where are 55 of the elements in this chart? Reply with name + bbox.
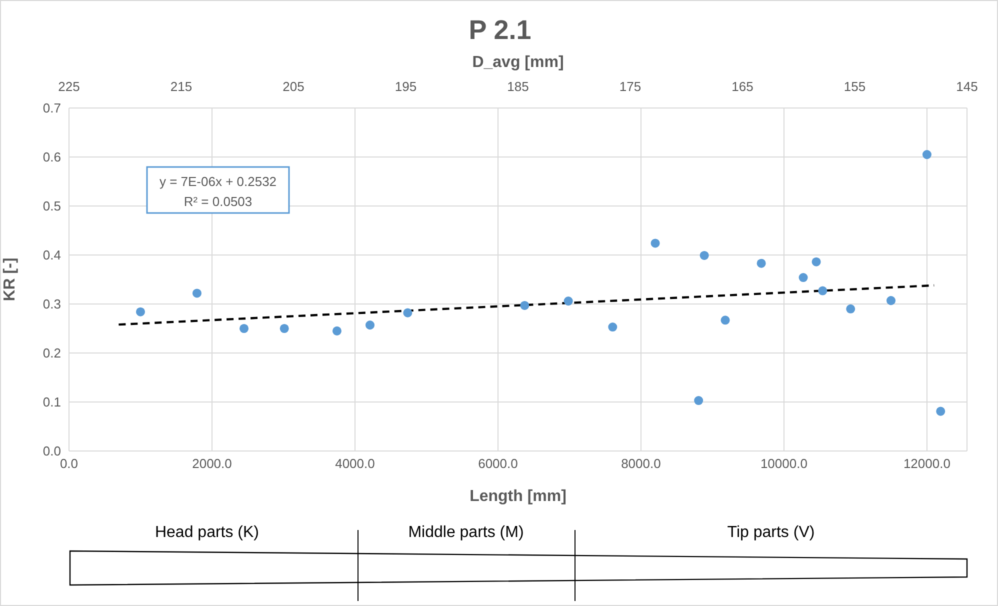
point bbox=[812, 257, 821, 266]
point bbox=[886, 296, 896, 306]
annotation: y = 7E-06x + 0.2532 bbox=[159, 174, 277, 189]
y-axis-title: KR [-] bbox=[2, 258, 19, 302]
x-tick-label: 4000.0 bbox=[335, 456, 375, 472]
point bbox=[700, 250, 709, 260]
y-tick-label: 0.0 bbox=[42, 444, 61, 459]
x-tick-label: 2000.0 bbox=[192, 456, 232, 472]
x2-axis-title: D_avg [mm] bbox=[472, 54, 564, 71]
x-tick-label: 0.0 bbox=[60, 456, 78, 472]
x-tick-label: 12000.0 bbox=[903, 456, 950, 472]
point bbox=[922, 150, 932, 160]
point bbox=[846, 304, 856, 314]
point bbox=[136, 307, 146, 316]
x2-tick-label: 185 bbox=[507, 79, 529, 94]
y-tick-label: 0.2 bbox=[42, 346, 61, 361]
point bbox=[332, 326, 342, 336]
point bbox=[818, 286, 828, 296]
text: Head parts (K) bbox=[154, 524, 260, 541]
x2-tick-label: 195 bbox=[394, 79, 417, 94]
x2-tick-label: 205 bbox=[282, 79, 304, 94]
point bbox=[720, 316, 730, 325]
y-tick-label: 0.4 bbox=[42, 248, 61, 263]
point bbox=[520, 300, 530, 310]
x-axis-title: Length [mm] bbox=[470, 488, 566, 505]
point bbox=[280, 324, 289, 334]
chart-title: P 2.1 bbox=[468, 15, 532, 46]
x2-tick-label: 175 bbox=[619, 79, 642, 94]
y-tick-label: 0.7 bbox=[42, 100, 61, 116]
y-tick-label: 0.5 bbox=[42, 198, 61, 214]
point bbox=[192, 288, 202, 298]
y-tick-label: 0.6 bbox=[42, 150, 61, 165]
point bbox=[936, 406, 946, 416]
point bbox=[365, 320, 375, 330]
x2-tick-label: 215 bbox=[170, 79, 192, 94]
point bbox=[694, 396, 704, 406]
y-tick-label: 0.3 bbox=[42, 296, 61, 312]
x2-tick-label: 155 bbox=[844, 79, 866, 94]
x-tick-label: 6000.0 bbox=[478, 456, 518, 472]
x2-tick-label: 165 bbox=[732, 79, 754, 94]
x2-tick-label: 225 bbox=[58, 79, 80, 94]
point bbox=[403, 308, 412, 318]
y-tick-label: 0.1 bbox=[42, 394, 61, 410]
point bbox=[564, 296, 573, 306]
text: Tip parts (V) bbox=[727, 524, 815, 541]
x-tick-label: 10000.0 bbox=[760, 456, 808, 472]
point bbox=[756, 258, 766, 268]
point bbox=[650, 238, 660, 248]
point bbox=[240, 324, 249, 334]
point bbox=[608, 322, 618, 332]
x2-tick-label: 145 bbox=[956, 79, 978, 94]
x-tick-label: 8000.0 bbox=[621, 456, 661, 472]
annotation: R² = 0.0503 bbox=[184, 194, 252, 209]
point bbox=[798, 273, 808, 282]
text: Middle parts (M) bbox=[408, 524, 524, 541]
